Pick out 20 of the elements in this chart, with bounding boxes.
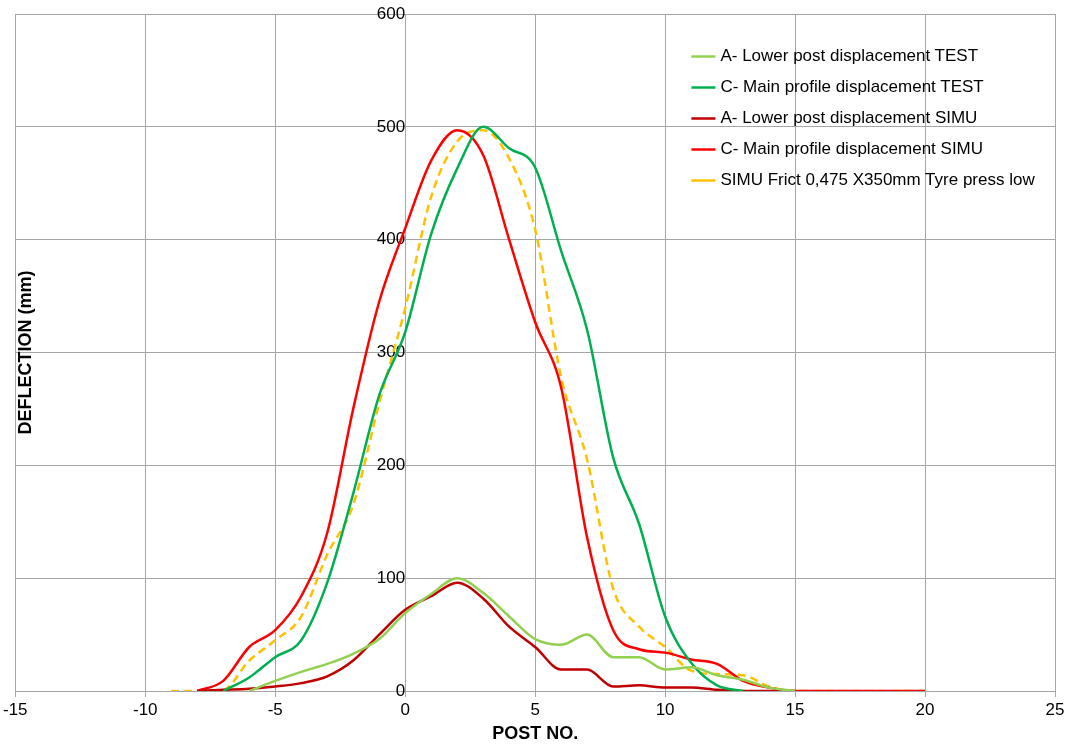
x-tick-label: -15 — [3, 699, 28, 719]
x-tick-label: -5 — [267, 699, 283, 719]
legend-label: C- Main profile displacement TEST — [720, 77, 984, 97]
x-tick-label: 10 — [655, 699, 675, 719]
legend-label: C- Main profile displacement SIMU — [720, 139, 984, 159]
y-tick-label: 500 — [376, 116, 406, 136]
x-tick-label: 20 — [915, 699, 935, 719]
x-tick-label: -10 — [132, 699, 158, 719]
y-tick-label: 200 — [376, 455, 406, 475]
legend-label: A- Lower post displacement TEST — [720, 46, 979, 66]
x-tick-label: 25 — [1045, 699, 1065, 719]
y-axis-title: DEFLECTION (mm) — [14, 270, 35, 435]
y-tick-label: 0 — [395, 680, 406, 700]
legend-label: SIMU Frict 0,475 X350mm Tyre press low — [720, 170, 1036, 190]
x-axis-title: POST NO. — [492, 723, 579, 744]
y-tick-label: 600 — [376, 3, 406, 23]
x-tick-label: 5 — [530, 699, 540, 719]
x-tick-label: 15 — [785, 699, 805, 719]
y-tick-label: 100 — [376, 567, 406, 587]
legend-label: A- Lower post displacement SIMU — [720, 108, 978, 128]
